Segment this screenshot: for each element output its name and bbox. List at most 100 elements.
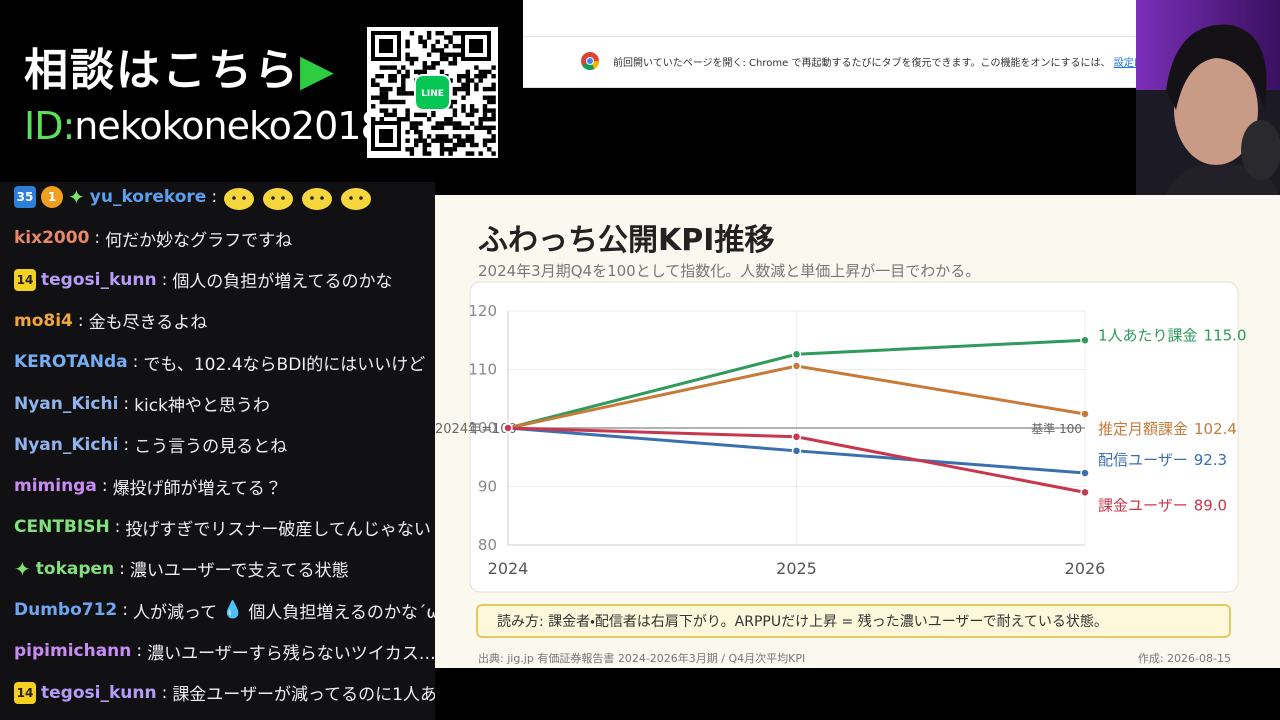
badge: 14 bbox=[14, 268, 36, 291]
qr-module bbox=[371, 117, 376, 122]
username[interactable]: yu_korekore bbox=[89, 187, 207, 207]
qr-module bbox=[405, 69, 410, 75]
qr-module bbox=[461, 142, 466, 148]
qr-module bbox=[409, 121, 415, 126]
note: 読み方: 課金者・配信者は右肩下がり。ARPPUだけ上昇 = 残った濃いユーザー… bbox=[497, 614, 1108, 630]
qr-module bbox=[383, 91, 389, 96]
emote bbox=[263, 188, 294, 210]
value-label: 89.0 bbox=[1194, 496, 1227, 514]
qr-module bbox=[469, 108, 475, 113]
username[interactable]: Nyan_Kichi bbox=[14, 434, 119, 455]
qr-module bbox=[482, 95, 488, 100]
qr-module bbox=[379, 95, 384, 100]
username[interactable]: tegosi_kunn bbox=[41, 269, 157, 290]
settings-link[interactable]: 設定に移動 bbox=[1113, 58, 1136, 69]
emote-eye bbox=[232, 196, 236, 200]
qr-module bbox=[388, 74, 393, 79]
emote bbox=[341, 188, 372, 210]
qr-module bbox=[444, 138, 449, 143]
qr-module bbox=[465, 91, 470, 96]
qr-module bbox=[426, 31, 432, 36]
qr-module bbox=[444, 147, 449, 152]
qr-module bbox=[482, 108, 488, 113]
qr-module bbox=[469, 121, 475, 126]
username[interactable]: kix2000 bbox=[14, 228, 90, 249]
qr-module bbox=[426, 134, 432, 139]
qr-module bbox=[422, 151, 427, 156]
qr-module bbox=[426, 117, 432, 122]
data-point bbox=[791, 446, 802, 456]
colon: : bbox=[123, 434, 130, 455]
qr-module bbox=[448, 138, 453, 143]
username[interactable]: miminga bbox=[14, 476, 97, 497]
id-text: nekokoneko2018 bbox=[74, 104, 384, 148]
qr-module bbox=[457, 52, 462, 57]
qr-module bbox=[414, 125, 419, 130]
message: こう言うの見るとね bbox=[134, 437, 288, 458]
username[interactable]: pipimichann bbox=[14, 641, 132, 662]
data-point bbox=[791, 349, 802, 360]
qr-module bbox=[452, 91, 458, 96]
line-label: LINE bbox=[421, 89, 444, 99]
message: 個人負担増えるのかな´ω bbox=[248, 602, 435, 623]
username[interactable]: KEROTANda bbox=[14, 352, 128, 373]
qr-module bbox=[401, 82, 406, 87]
username[interactable]: tokapen bbox=[35, 558, 115, 579]
qr-module bbox=[414, 142, 419, 148]
qr-module bbox=[448, 61, 453, 66]
username[interactable]: tegosi_kunn bbox=[41, 682, 157, 703]
qr-module bbox=[375, 82, 380, 87]
qr-module bbox=[379, 99, 384, 105]
qr-module bbox=[461, 104, 466, 109]
qr-module bbox=[435, 61, 440, 66]
username[interactable]: Nyan_Kichi bbox=[14, 393, 119, 414]
qr-module bbox=[448, 104, 453, 109]
qr-module bbox=[478, 74, 483, 79]
qr-module bbox=[448, 147, 453, 152]
qr-module bbox=[461, 74, 466, 79]
qr-module bbox=[401, 117, 406, 122]
qr-module bbox=[396, 86, 402, 92]
username[interactable]: CENTBISH bbox=[14, 517, 110, 538]
qr-module bbox=[388, 78, 393, 83]
data-point bbox=[1080, 468, 1090, 478]
qr-module bbox=[439, 52, 445, 57]
y-tick-label: 110 bbox=[468, 361, 497, 379]
qr-module bbox=[405, 129, 410, 135]
emote-eye bbox=[349, 196, 353, 200]
colon: : bbox=[123, 393, 130, 414]
badge: 14 bbox=[14, 681, 36, 704]
username[interactable]: mo8i4 bbox=[14, 310, 73, 331]
qr-module bbox=[371, 104, 376, 109]
qr-module bbox=[409, 147, 415, 152]
data-point bbox=[503, 423, 513, 433]
qr-module bbox=[418, 35, 423, 40]
chat-message: Nyan_Kichi: kick神やと思うわ bbox=[14, 389, 270, 419]
qr-module bbox=[405, 117, 410, 122]
qr-module bbox=[422, 61, 427, 66]
qr-module bbox=[383, 99, 389, 105]
qr-module bbox=[452, 147, 458, 152]
qr-module bbox=[478, 121, 483, 126]
x-tick-label: 2025 bbox=[776, 559, 817, 578]
qr-module bbox=[444, 56, 449, 62]
qr-module bbox=[401, 91, 406, 96]
qr-module bbox=[465, 86, 470, 92]
qr-module bbox=[396, 99, 402, 105]
qr-module bbox=[487, 129, 492, 135]
username[interactable]: Dumbo712 bbox=[14, 600, 118, 620]
emote-eye bbox=[359, 196, 363, 200]
chat-message: KEROTANda: でも、102.4ならBDI的にはいいけど bbox=[14, 347, 425, 377]
qr-module bbox=[469, 142, 475, 148]
emote-eye bbox=[271, 196, 275, 200]
qr-module bbox=[439, 147, 445, 152]
qr-module bbox=[482, 112, 488, 118]
qr-module bbox=[422, 39, 427, 44]
qr-module bbox=[448, 52, 453, 57]
series-name: 配信ユーザー bbox=[1098, 451, 1188, 469]
qr-module bbox=[409, 56, 415, 62]
qr-module bbox=[418, 129, 423, 135]
created: 作成: 2026-08-15 bbox=[1138, 652, 1231, 665]
value-label: 92.3 bbox=[1194, 451, 1227, 469]
